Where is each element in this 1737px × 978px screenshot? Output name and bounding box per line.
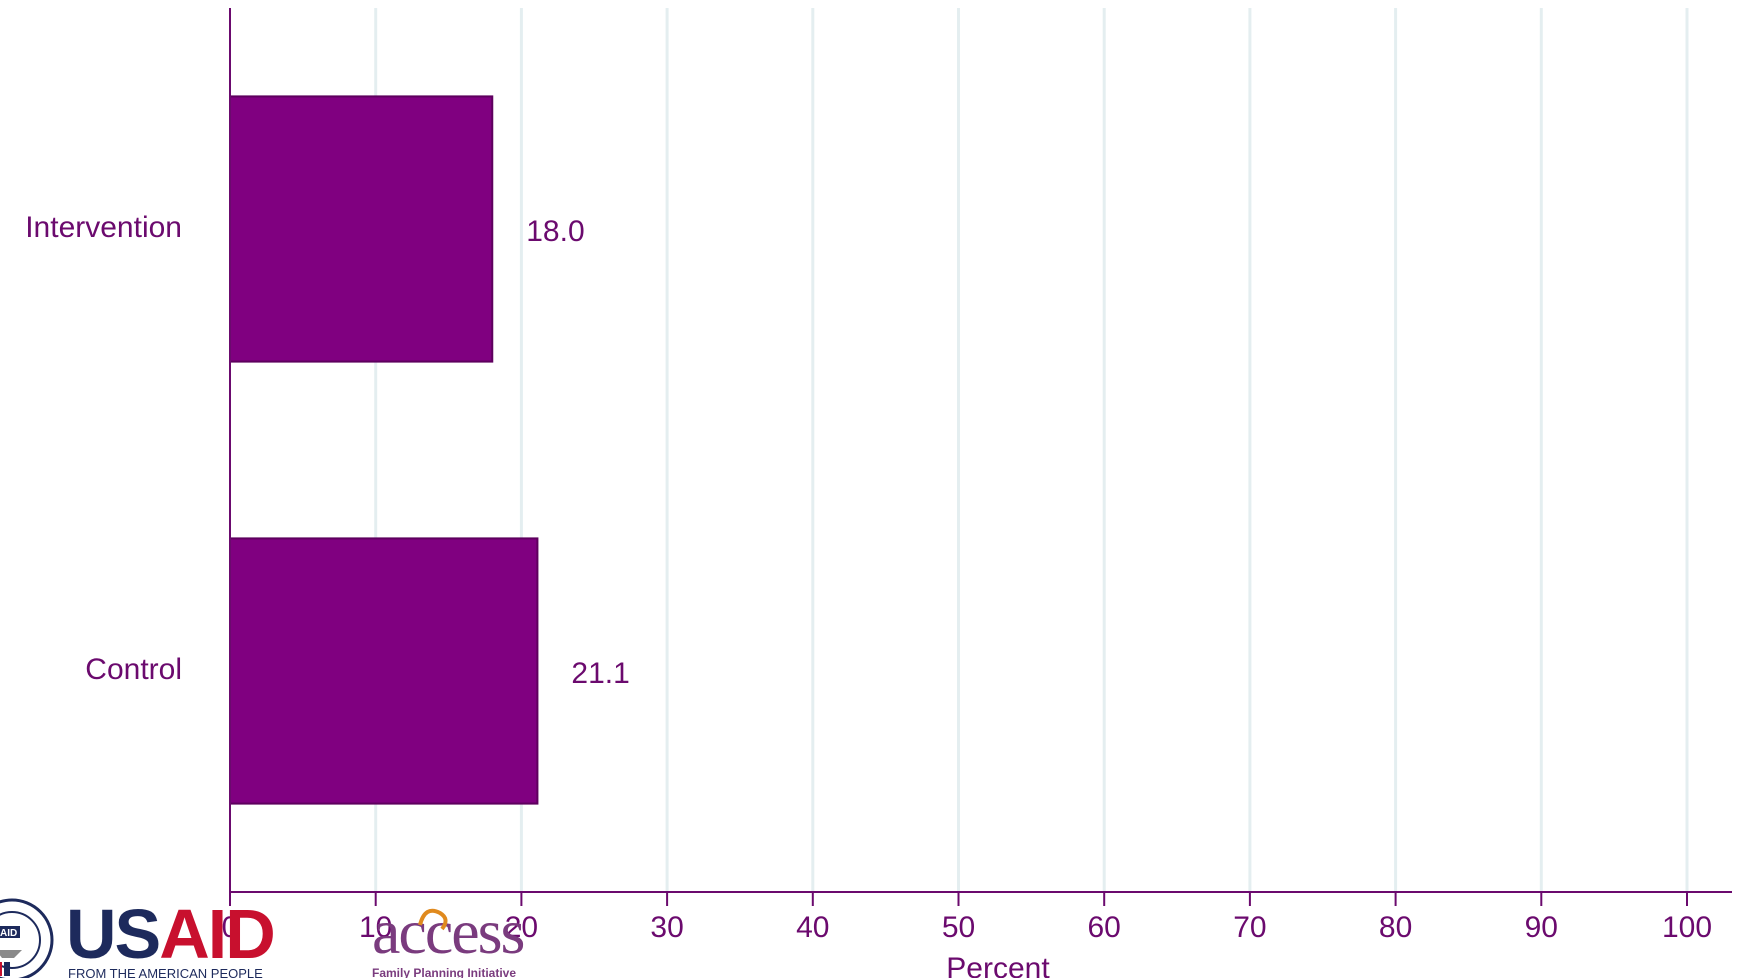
usaid-logo: AID USAID FROM THE AMERICAN PEOPLE [0,895,276,978]
svg-text:AID: AID [0,928,17,939]
axes [229,8,1732,906]
x-tick-label-10: 10 [359,911,392,944]
x-tick-label-80: 80 [1379,911,1412,944]
category-label-intervention: Intervention [25,211,182,244]
labels: 0 10 20 30 40 50 60 70 80 90 100 Intervention 18.0 Co… [25,211,1712,944]
access-logo: access Family Planning Initiative [372,896,526,978]
x-tick-label-100: 100 [1662,911,1712,944]
data-label-intervention: 18.0 [526,215,584,248]
access-tagline: Family Planning Initiative [372,966,516,978]
x-tick-label-90: 90 [1525,911,1558,944]
x-tick-label-30: 30 [650,911,683,944]
category-label-control: Control [85,653,182,686]
x-tick-label-50: 50 [942,911,975,944]
x-axis-title: Percent [946,952,1050,978]
access-wordmark: access [372,896,524,967]
x-tick-label-0: 0 [222,911,239,944]
x-tick-label-20: 20 [505,911,538,944]
usaid-wordmark: USAID [66,895,274,973]
usaid-seal-icon: AID [0,898,54,978]
bar-intervention [229,95,494,363]
data-label-control: 21.1 [571,657,629,690]
gridlines [374,8,1689,892]
x-tick-label-70: 70 [1233,911,1266,944]
x-tick-label-40: 40 [796,911,829,944]
bars [229,95,539,805]
x-tick-label-60: 60 [1088,911,1121,944]
usaid-tagline: FROM THE AMERICAN PEOPLE [68,966,263,978]
bar-control [229,537,539,805]
